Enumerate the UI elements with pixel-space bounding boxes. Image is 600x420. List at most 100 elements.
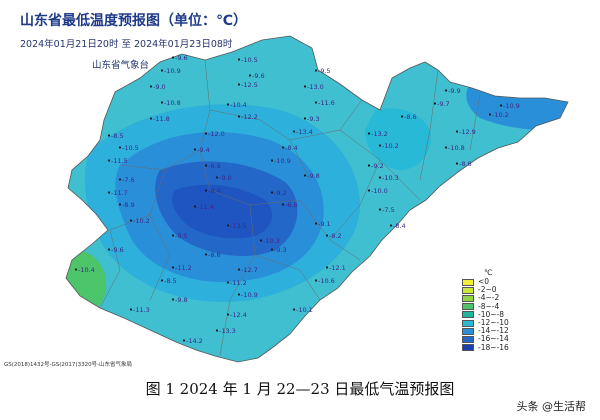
station-dot: [389, 224, 393, 227]
station-dot: [204, 189, 208, 192]
temperature-label: -11.4: [197, 203, 214, 211]
temperature-label: -8.2: [329, 232, 342, 240]
station-dot: [171, 234, 175, 237]
station-dot: [281, 146, 285, 149]
temperature-label: -6.6: [285, 201, 298, 209]
station-dot: [378, 176, 382, 179]
temperature-label: -10.5: [241, 56, 258, 64]
temperature-label: -10.8: [164, 99, 181, 107]
station-dot: [160, 69, 164, 72]
temperature-label: -8.6: [404, 113, 417, 121]
station-dot: [378, 144, 382, 147]
map-title: 山东省最低温度预报图（单位：℃）: [20, 13, 247, 29]
issuing-office: 山东省气象台: [92, 60, 150, 71]
temperature-label: -9.6: [252, 72, 265, 80]
temperature-label: -12.0: [208, 130, 225, 138]
station-dot: [204, 132, 208, 135]
legend-label: -8~-4: [478, 301, 500, 311]
temperature-label: -11.3: [133, 306, 150, 314]
station-dot: [488, 113, 492, 116]
station-dot: [444, 89, 448, 92]
legend-row: -18~-16: [462, 343, 509, 352]
legend-swatch: [462, 278, 474, 286]
temperature-label: -14.2: [186, 337, 203, 345]
station-dot: [226, 103, 230, 106]
temperature-label: -7.5: [382, 206, 395, 214]
temperature-label: -12.4: [230, 311, 247, 319]
legend-swatch: [462, 327, 474, 335]
temperature-label: -9.5: [318, 67, 331, 75]
station-dot: [171, 56, 175, 59]
temperature-label: -12.7: [241, 266, 258, 274]
station-dot: [499, 104, 503, 107]
band-peninsula: [365, 108, 431, 170]
map-credit: GS(2018)1432号-GS(2017)3320号-山东省气象局: [4, 362, 133, 368]
shandong-min-temperature-map: -9.6 -10.5 -10.9 -9.6 -9.5 -9.0 -12.5 -13.0 -9.9…: [65, 35, 569, 363]
temperature-label: -9.9: [448, 87, 461, 95]
temperature-label: -10.1: [296, 306, 313, 314]
legend-row: -4~-2: [462, 294, 509, 302]
temperature-label: -10.5: [122, 144, 139, 152]
map-frame: -9.6 -10.5 -10.9 -9.6 -9.5 -9.0 -12.5 -13.0 -9.9…: [4, 13, 569, 368]
temperature-label: -9.3: [274, 246, 287, 254]
station-dot: [74, 268, 78, 271]
station-dot: [303, 174, 307, 177]
temperature-label: -10.9: [274, 157, 291, 165]
temperature-label: -10.0: [371, 187, 388, 195]
temperature-label: -11.8: [153, 115, 170, 123]
station-dot: [367, 189, 371, 192]
legend-rows: <0 -2~0 -4~-2 -8~-4 -10~-8 -12~-10 -14~-12 -16~…: [462, 278, 509, 352]
station-dot: [455, 130, 459, 133]
temperature-label: -9.3: [307, 115, 320, 123]
station-dot: [160, 279, 164, 282]
legend-row: -14~-12: [462, 327, 509, 335]
station-dot: [193, 205, 197, 208]
temperature-label: -9.1: [318, 220, 331, 228]
temperature-label: -9.5: [175, 232, 188, 240]
temperature-label: -8.5: [164, 277, 177, 285]
legend-swatch: [462, 319, 474, 327]
legend-swatch: [462, 286, 474, 294]
station-dot: [107, 159, 111, 162]
station-dot: [325, 266, 329, 269]
temperature-label: -11.7: [111, 189, 128, 197]
temperature-label: -8.9: [122, 201, 135, 209]
station-dot: [314, 101, 318, 104]
station-dot: [215, 176, 219, 179]
temperature-label: -10.3: [382, 174, 399, 182]
temperature-label: -11.2: [230, 279, 247, 287]
temperature-label: -9.7: [437, 100, 450, 108]
temperature-label: -9.2: [274, 189, 287, 197]
station-dot: [129, 219, 133, 222]
legend-swatch: [462, 335, 474, 343]
station-dot: [314, 69, 318, 72]
temperature-label: -12.1: [329, 264, 346, 272]
legend-row: -8~-4: [462, 301, 509, 311]
temperature-label: -10.9: [241, 291, 258, 299]
legend-row: <0: [462, 278, 509, 286]
legend-row: -12~-10: [462, 319, 509, 327]
station-dot: [303, 117, 307, 120]
station-dot: [367, 132, 371, 135]
figure-caption: 图 1 2024 年 1 月 22—23 日最低气温预报图: [145, 380, 455, 398]
temperature-label: -9.6: [111, 246, 124, 254]
temperature-label: -8.6: [459, 160, 472, 168]
temperature-label: -9.4: [208, 187, 221, 195]
temperature-label: -8.5: [111, 132, 124, 140]
station-dot: [303, 85, 307, 88]
temperature-label: -10.2: [492, 111, 509, 119]
temperature-label: -10.9: [164, 67, 181, 75]
temperature-label: -12.2: [241, 113, 258, 121]
legend-label: -12~-10: [478, 318, 509, 328]
temperature-label: -10.9: [503, 102, 520, 110]
temperature-label: -8.4: [285, 144, 298, 152]
legend: ℃ <0 -2~0 -4~-2 -8~-4 -10~-8 -12~-10 -14~-12 -1…: [462, 268, 509, 352]
temperature-label: -9.8: [175, 296, 188, 304]
station-dot: [129, 308, 133, 311]
temperature-label: -9.2: [371, 162, 384, 170]
legend-row: -2~0: [462, 286, 509, 294]
temperature-label: -9.8: [307, 172, 320, 180]
station-dot: [237, 83, 241, 86]
legend-label: -4~-2: [478, 293, 500, 303]
station-dot: [237, 293, 241, 296]
